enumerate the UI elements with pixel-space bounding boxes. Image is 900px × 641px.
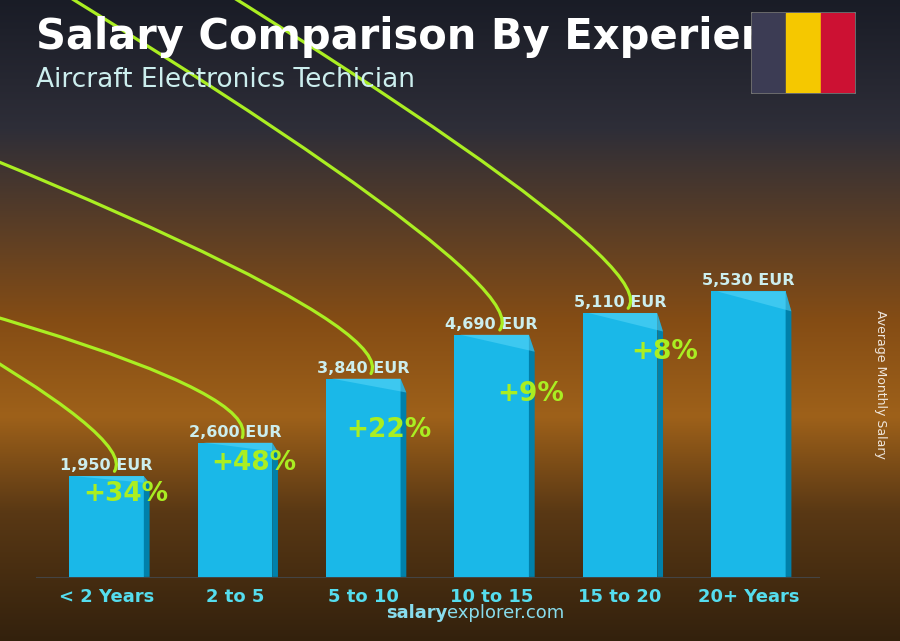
Bar [69,476,144,577]
Text: +48%: +48% [212,450,297,476]
Polygon shape [786,292,791,577]
Bar [821,13,855,93]
Polygon shape [400,379,406,577]
Polygon shape [326,379,406,392]
Text: Average Monthly Salary: Average Monthly Salary [874,310,886,459]
Polygon shape [144,476,149,577]
Polygon shape [454,335,535,352]
Polygon shape [711,292,791,312]
Text: 3,840 EUR: 3,840 EUR [317,360,410,376]
Text: +22%: +22% [346,417,432,443]
Text: 1,950 EUR: 1,950 EUR [60,458,153,473]
Text: explorer.com: explorer.com [447,604,564,622]
Text: +8%: +8% [632,339,698,365]
Polygon shape [69,476,149,483]
Polygon shape [272,443,278,577]
Bar [326,379,400,577]
Text: 4,690 EUR: 4,690 EUR [446,317,538,331]
Bar [198,443,272,577]
Bar [583,313,657,577]
Text: 5,530 EUR: 5,530 EUR [702,273,795,288]
Bar [752,13,786,93]
Text: +34%: +34% [84,481,168,507]
Bar [786,13,821,93]
Text: 5,110 EUR: 5,110 EUR [574,295,666,310]
Bar [711,292,786,577]
Text: +9%: +9% [497,381,563,406]
Polygon shape [583,313,663,331]
Polygon shape [657,313,663,577]
Polygon shape [529,335,535,577]
Text: 2,600 EUR: 2,600 EUR [189,424,281,440]
Bar [454,335,529,577]
Text: Aircraft Electronics Techician: Aircraft Electronics Techician [36,67,415,94]
Text: salary: salary [386,604,447,622]
Polygon shape [198,443,278,452]
Text: Salary Comparison By Experience: Salary Comparison By Experience [36,16,824,58]
